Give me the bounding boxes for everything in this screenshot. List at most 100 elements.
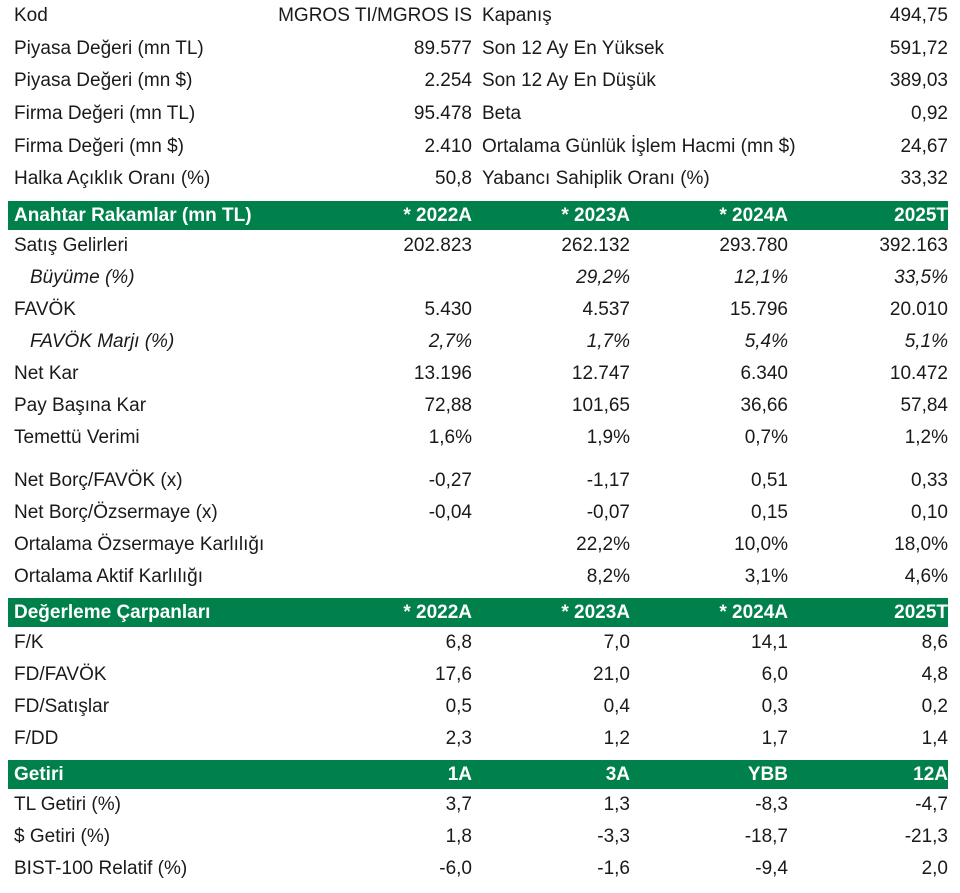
cell: 0,7% (744, 427, 788, 449)
table-row: Büyüme (%) 29,2% 12,1% 33,5% (8, 262, 948, 294)
info-value: MGROS TI/MGROS IS (278, 5, 472, 26)
cell: 1,7% (586, 331, 630, 353)
info-label: Halka Açıklık Oranı (%) (14, 168, 211, 190)
table-row: Net Kar 13.196 12.747 6.340 10.472 (8, 358, 948, 390)
cell: 72,88 (424, 395, 472, 417)
cell: 2,7% (428, 331, 472, 353)
cell: 1,2 (603, 728, 630, 750)
row-label: FAVÖK (14, 299, 76, 321)
table-row: FAVÖK Marjı (%) 2,7% 1,7% 5,4% 5,1% (8, 326, 948, 358)
cell: 4.537 (582, 299, 630, 321)
table-row: FD/Satışlar 0,5 0,4 0,3 0,2 (8, 691, 948, 723)
cell: 0,33 (911, 470, 948, 492)
column-header: 2025T (894, 602, 948, 624)
cell: -18,7 (744, 826, 788, 848)
cell: 29,2% (576, 267, 630, 289)
column-header: * 2024A (719, 602, 788, 624)
cell: 5.430 (424, 299, 472, 321)
cell: -1,6 (597, 858, 630, 880)
cell: 15.796 (729, 299, 788, 321)
info-value: 33,32 (900, 168, 948, 190)
cell: 10,0% (734, 534, 788, 556)
cell: -3,3 (597, 826, 630, 848)
info-value: 591,72 (889, 37, 948, 59)
info-label: Piyasa Değeri (mn $) (14, 70, 193, 92)
section-title: Değerleme Çarpanları (14, 602, 211, 624)
cell: 0,15 (751, 502, 788, 524)
cell: 6,8 (445, 632, 472, 654)
row-label: Büyüme (%) (30, 267, 135, 289)
cell: 7,0 (603, 632, 630, 654)
column-header: * 2024A (719, 205, 788, 227)
cell: 14,1 (751, 632, 788, 654)
cell: 6,0 (761, 664, 788, 686)
row-label: FD/Satışlar (14, 696, 110, 718)
section-title: Getiri (14, 764, 64, 786)
cell: -8,3 (755, 794, 788, 816)
row-label: Net Kar (14, 363, 79, 385)
cell: 262.132 (561, 235, 630, 257)
row-label: F/DD (14, 728, 59, 750)
cell: 4,8 (921, 664, 948, 686)
column-header: 2025T (894, 205, 948, 227)
info-value: 50,8 (435, 168, 472, 190)
cell: 12.747 (571, 363, 630, 385)
cell: 36,66 (740, 395, 788, 417)
row-label: Temettü Verimi (14, 427, 140, 449)
cell: 293.780 (719, 235, 788, 257)
cell: 0,51 (751, 470, 788, 492)
cell: 3,7 (445, 794, 472, 816)
cell: 1,2% (904, 427, 948, 449)
cell: -4,7 (915, 794, 948, 816)
row-label: BIST-100 Relatif (%) (14, 858, 188, 880)
cell: 18,0% (894, 534, 948, 556)
table-row: FAVÖK 5.430 4.537 15.796 20.010 (8, 294, 948, 326)
info-row: Kod MGROS TI/MGROS IS Kapanış 494,75 (8, 0, 948, 33)
cell: 57,84 (900, 395, 948, 417)
column-header: * 2023A (561, 205, 630, 227)
row-label: FD/FAVÖK (14, 664, 107, 686)
column-header: 3A (605, 764, 630, 786)
cell: 392.163 (879, 235, 948, 257)
info-value: 494,75 (889, 5, 948, 26)
info-label: Firma Değeri (mn TL) (14, 103, 196, 125)
cell: -0,04 (428, 502, 472, 524)
column-header: * 2022A (403, 205, 472, 227)
cell: 4,6% (904, 566, 948, 588)
cell: 0,10 (911, 502, 948, 524)
info-value: 2.254 (424, 70, 472, 92)
cell: 20.010 (889, 299, 948, 321)
table-row: Satış Gelirleri 202.823 262.132 293.780 … (8, 230, 948, 262)
cell: 13.196 (413, 363, 472, 385)
cell: -6,0 (439, 858, 472, 880)
multiples-header: Değerleme Çarpanları * 2022A * 2023A * 2… (8, 598, 948, 628)
info-block: Kod MGROS TI/MGROS IS Kapanış 494,75 Piy… (8, 0, 948, 196)
info-label: Son 12 Ay En Yüksek (482, 37, 665, 59)
info-label: Kapanış (482, 5, 552, 26)
row-label: F/K (14, 632, 44, 654)
cell: 0,4 (603, 696, 630, 718)
cell: 8,6 (921, 632, 948, 654)
cell: 17,6 (435, 664, 472, 686)
column-header: 1A (447, 764, 472, 786)
cell: 0,3 (761, 696, 788, 718)
table-row: Temettü Verimi 1,6% 1,9% 0,7% 1,2% (8, 422, 948, 454)
cell: 22,2% (576, 534, 630, 556)
cell: -21,3 (904, 826, 948, 848)
key-figures-header: Anahtar Rakamlar (mn TL) * 2022A * 2023A… (8, 201, 948, 231)
table-row: F/DD 2,3 1,2 1,7 1,4 (8, 723, 948, 755)
info-label: Piyasa Değeri (mn TL) (14, 37, 204, 59)
row-label: $ Getiri (%) (14, 826, 111, 848)
cell: 12,1% (734, 267, 788, 289)
cell: -1,17 (586, 470, 630, 492)
info-value: 95.478 (413, 103, 472, 125)
info-label: Kod (14, 5, 48, 26)
cell: 1,6% (428, 427, 472, 449)
row-label: Ortalama Özsermaye Karlılığı (14, 534, 265, 556)
cell: 2,0 (921, 858, 948, 880)
info-value: 89.577 (413, 37, 472, 59)
info-row: Piyasa Değeri (mn TL) 89.577 Son 12 Ay E… (8, 33, 948, 66)
table-row: Net Borç/Özsermaye (x) -0,04 -0,07 0,15 … (8, 497, 948, 529)
table-row: F/K 6,8 7,0 14,1 8,6 (8, 627, 948, 659)
info-label: Yabancı Sahiplik Oranı (%) (482, 168, 710, 190)
